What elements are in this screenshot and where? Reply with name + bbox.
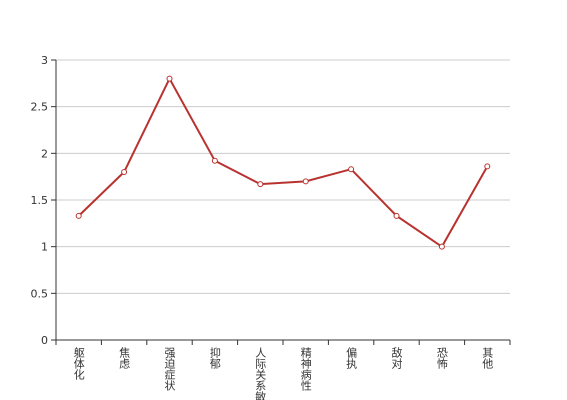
y-tick-label: 3 <box>41 54 48 67</box>
x-tick-label: 恐怖 <box>435 347 448 369</box>
y-tick-label: 0.5 <box>31 287 49 300</box>
x-tick-label: 其他 <box>481 347 494 369</box>
x-tick-label: 焦虑 <box>118 347 131 369</box>
y-tick-label: 2 <box>41 147 48 160</box>
point <box>121 169 128 175</box>
y-tick-label: 1 <box>41 241 48 254</box>
point <box>166 75 173 82</box>
x-tick-label: 强迫症状 <box>163 347 176 391</box>
point <box>484 163 491 170</box>
x-tick-label: 人际关系敏感 <box>254 347 267 400</box>
y-tick-label: 0 <box>41 334 48 347</box>
point <box>302 178 309 185</box>
point <box>75 212 82 219</box>
x-tick-label: 抑郁 <box>208 346 221 369</box>
y-tick-label: 2.5 <box>31 101 49 114</box>
point <box>393 212 400 219</box>
point <box>348 166 355 173</box>
point <box>211 157 218 164</box>
x-tick-label: 偏执 <box>345 346 358 370</box>
line <box>78 76 489 249</box>
point <box>438 243 445 250</box>
x-tick-label: 精神病性 <box>299 347 312 392</box>
point <box>257 181 264 188</box>
x-tick-label: 躯体化 <box>72 347 85 381</box>
x-tick-label: 敌对 <box>390 346 403 369</box>
y-tick-label: 1.5 <box>31 194 49 207</box>
